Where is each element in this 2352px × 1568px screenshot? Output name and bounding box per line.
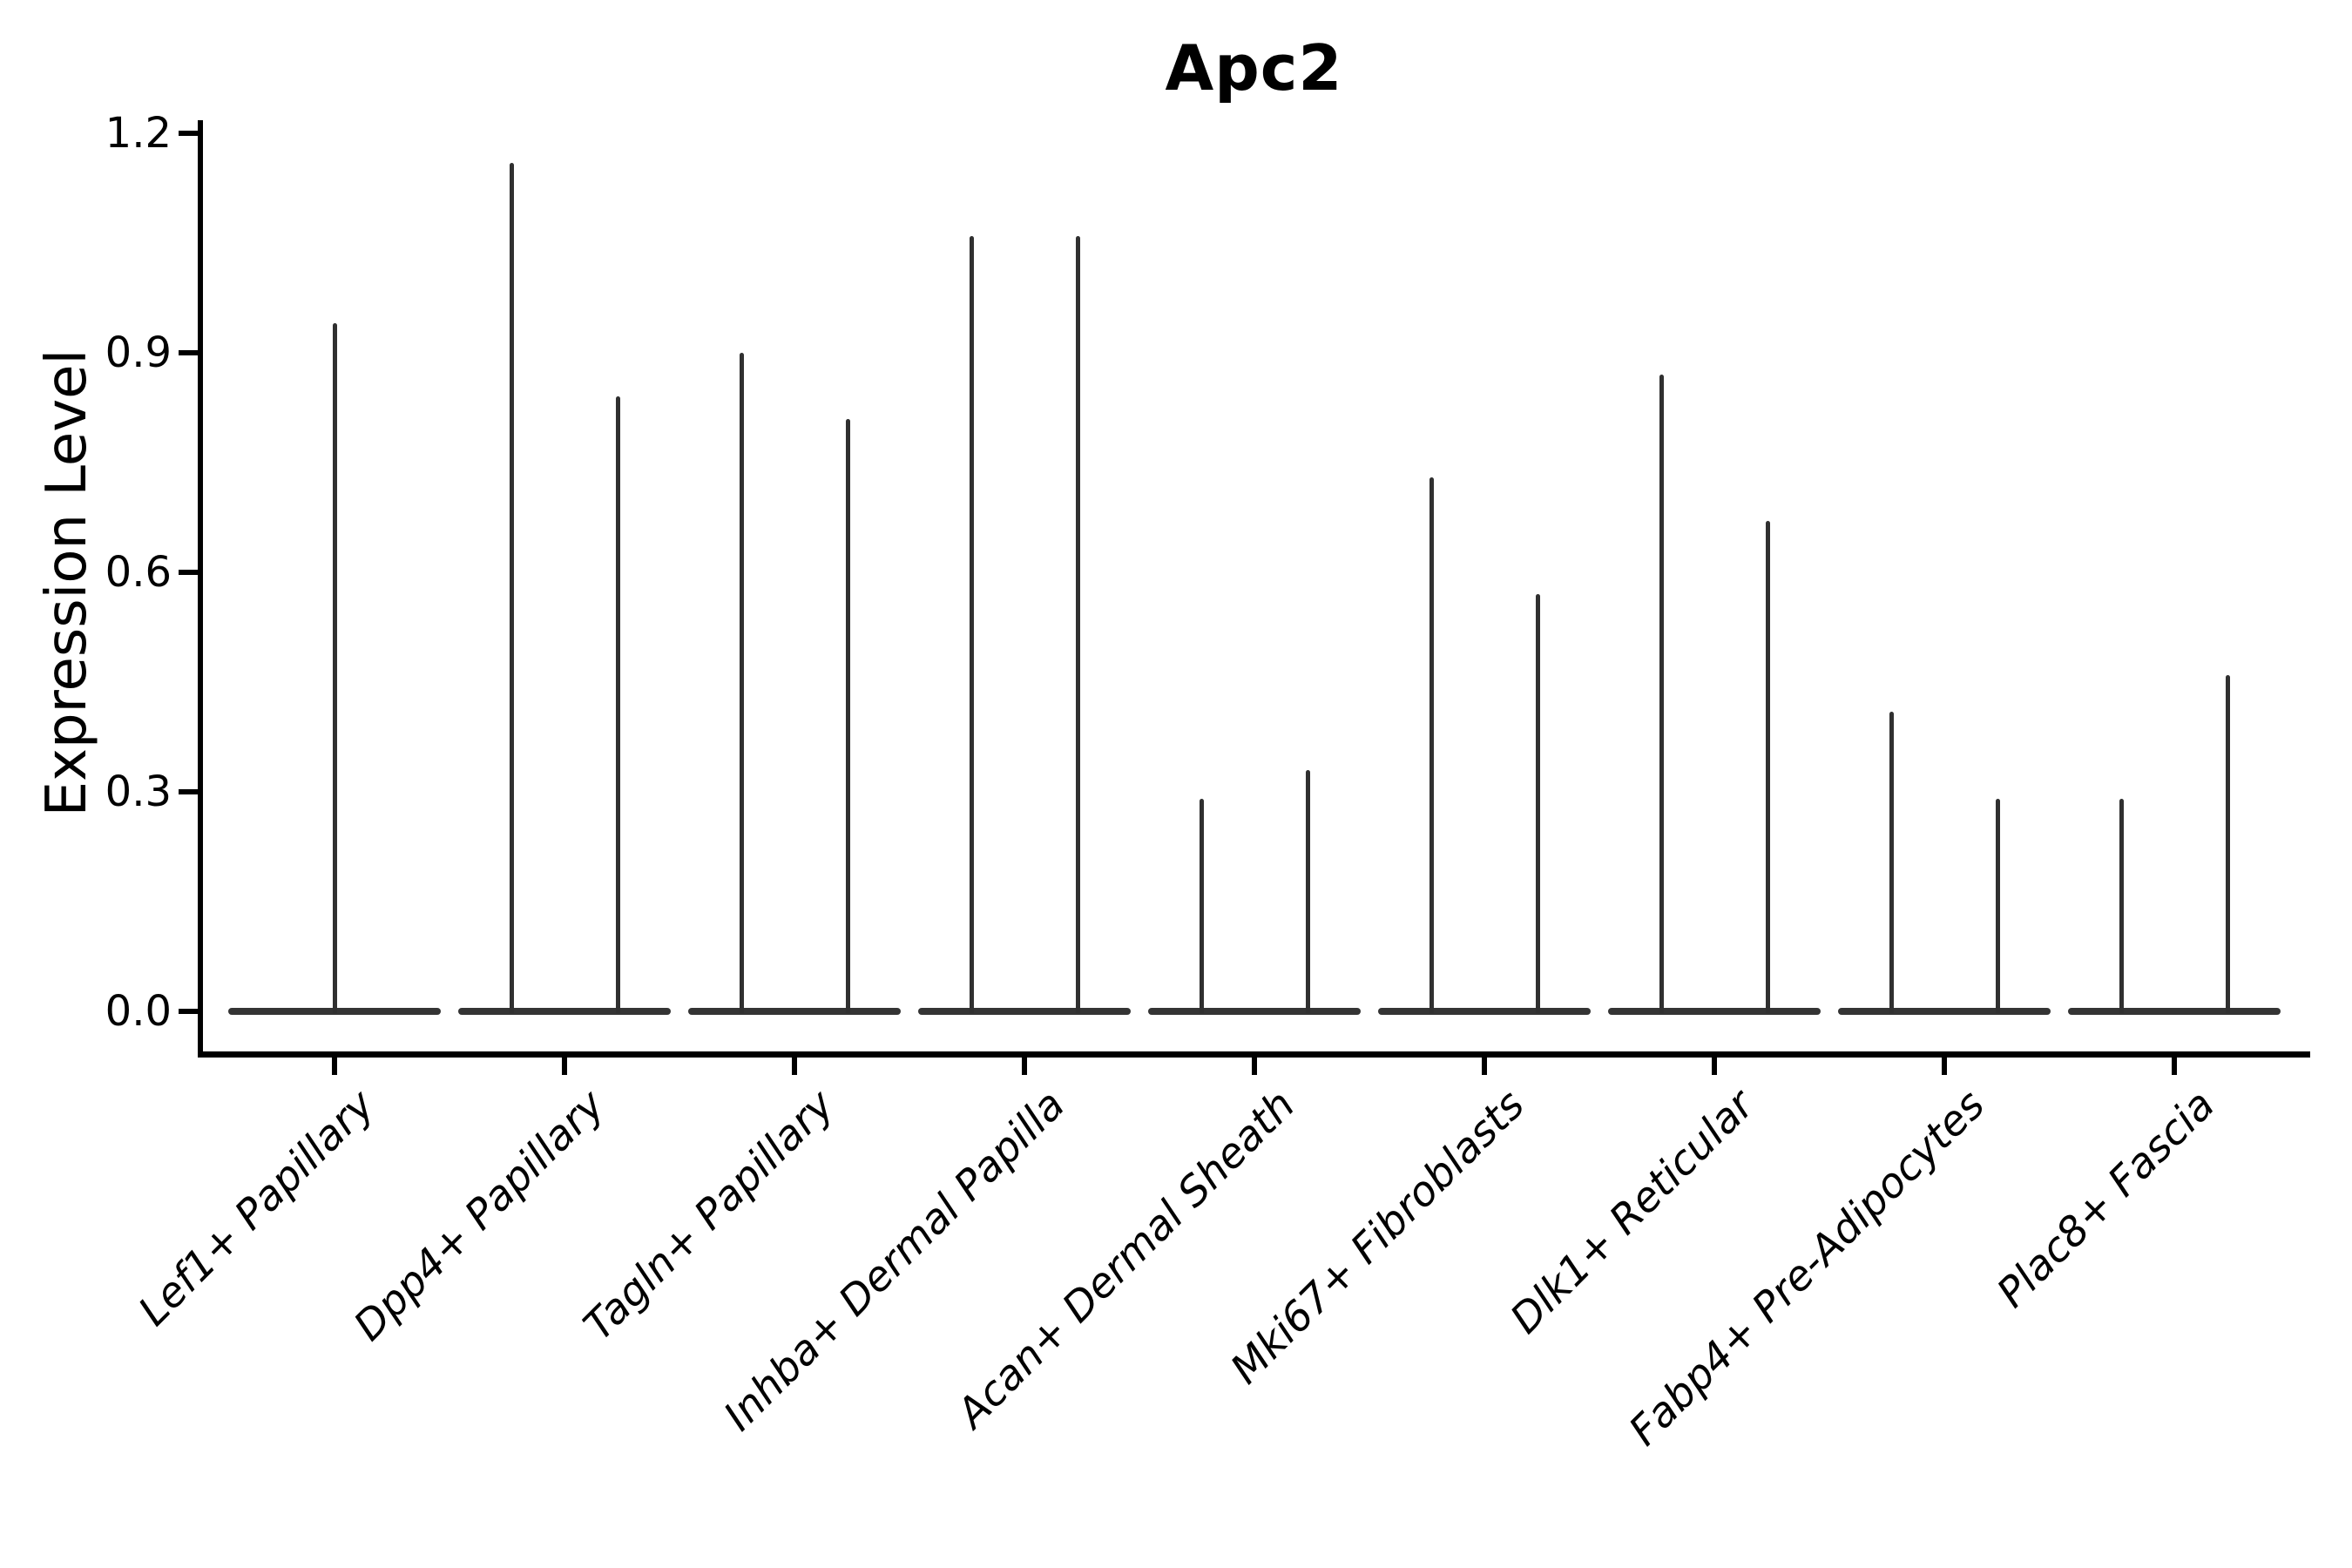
- y-tick-label: 0.9: [105, 328, 172, 377]
- violin-base: [1378, 1008, 1591, 1015]
- x-tick: [1022, 1058, 1027, 1075]
- y-tick-label: 0.3: [105, 767, 172, 816]
- x-tick: [2172, 1058, 2177, 1075]
- violin-base: [1148, 1008, 1361, 1015]
- violin-spike: [1535, 594, 1540, 1013]
- violin-base: [1838, 1008, 2051, 1015]
- y-tick: [179, 789, 198, 794]
- violin-spike: [1305, 769, 1310, 1013]
- violin-spike: [1659, 375, 1664, 1013]
- violin-spike: [332, 323, 337, 1013]
- x-tick: [332, 1058, 337, 1075]
- y-tick-label: 0.6: [105, 548, 172, 597]
- x-tick: [1482, 1058, 1487, 1075]
- violin-base: [1608, 1008, 1821, 1015]
- y-tick: [179, 1009, 198, 1014]
- x-tick: [792, 1058, 797, 1075]
- violin-spike: [739, 353, 744, 1013]
- x-tick: [1942, 1058, 1947, 1075]
- violin-spike: [845, 418, 850, 1013]
- violin-base: [458, 1008, 671, 1015]
- violin-spike: [1889, 711, 1894, 1013]
- violin-spike: [2119, 799, 2124, 1013]
- violin-spike: [1429, 476, 1434, 1013]
- violin-spike: [1075, 235, 1080, 1013]
- x-tick-label: Lef1+ Papillary: [129, 1080, 384, 1335]
- violin-base: [918, 1008, 1131, 1015]
- x-tick: [562, 1058, 567, 1075]
- violin-base: [688, 1008, 901, 1015]
- violin-spike: [1199, 799, 1204, 1013]
- y-tick-label: 1.2: [105, 109, 172, 158]
- chart-title: Apc2: [1165, 31, 1343, 105]
- x-tick: [1712, 1058, 1717, 1075]
- x-tick-label: Plac8+ Fascia: [1987, 1080, 2224, 1317]
- y-tick: [179, 350, 198, 355]
- x-axis-spine: [198, 1051, 2310, 1058]
- violin-spike: [1995, 799, 2000, 1013]
- y-tick: [179, 131, 198, 136]
- violin-base: [2068, 1008, 2281, 1015]
- x-tick-label: Dpp4+ Papillary: [344, 1080, 614, 1351]
- y-axis-spine: [198, 120, 203, 1058]
- y-tick: [179, 570, 198, 575]
- violin-spike: [969, 235, 974, 1013]
- y-tick-label: 0.0: [105, 987, 172, 1036]
- violin-spike: [509, 162, 514, 1013]
- violin-spike: [615, 396, 620, 1013]
- x-tick-label: Dlk1+ Reticular: [1501, 1080, 1764, 1343]
- x-tick-label: Tagln+ Papillary: [574, 1080, 844, 1350]
- violin-spike: [1765, 521, 1770, 1013]
- x-tick: [1252, 1058, 1257, 1075]
- violin-spike: [2225, 674, 2230, 1013]
